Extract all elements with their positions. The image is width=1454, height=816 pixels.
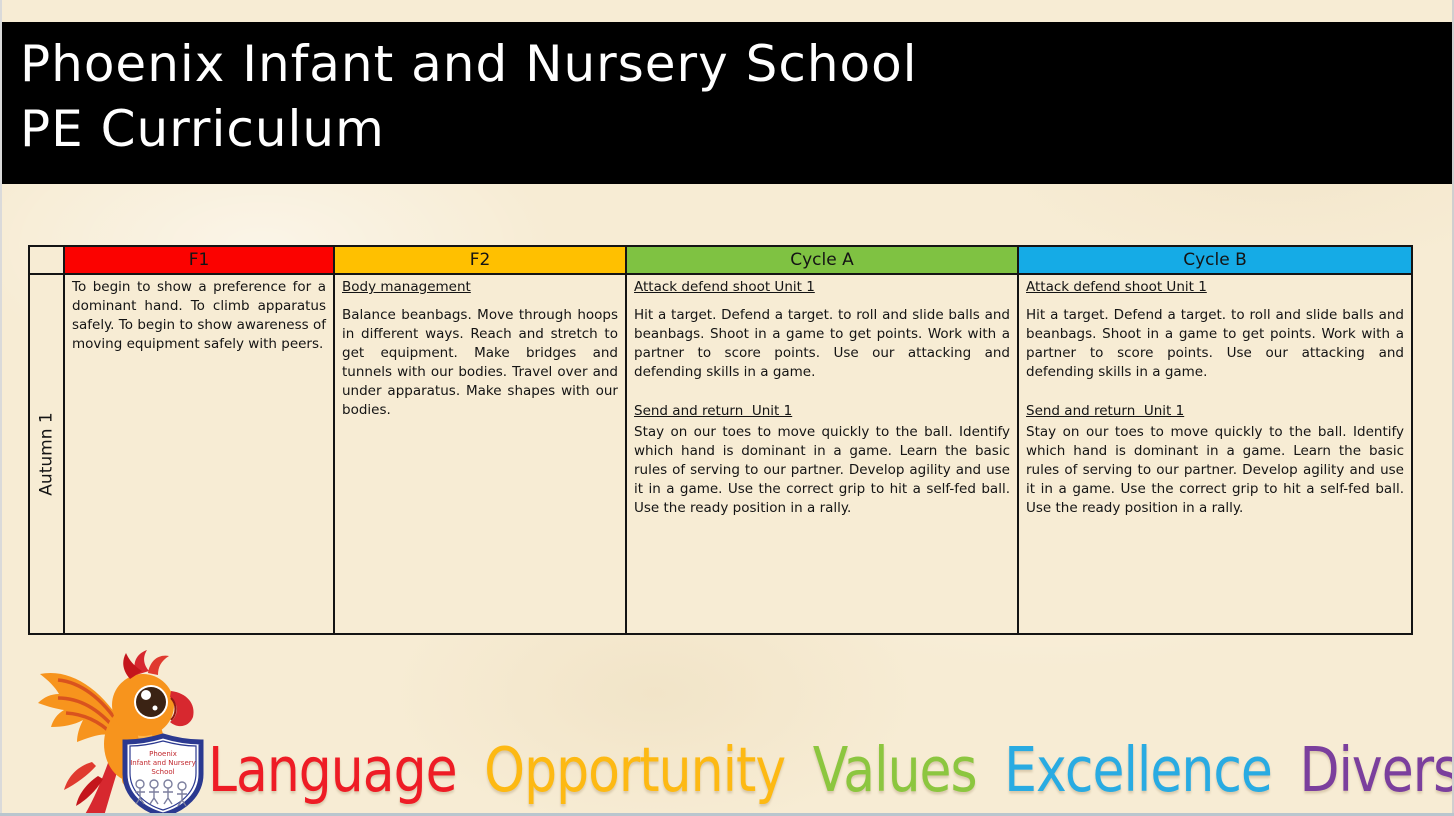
column-header-f1: F1 [65, 247, 333, 273]
phoenix-beak-line [170, 697, 177, 721]
shield-school-name-line3: School [151, 768, 174, 776]
slide-edge-right [1452, 0, 1454, 816]
shield-children-figures [135, 779, 187, 807]
school-motto: Language Opportunity Values Excellence D… [208, 732, 1454, 810]
motto-word-language: Language [208, 735, 458, 807]
cycle-a-unit2-heading: Send and return Unit 1 [634, 403, 793, 419]
phoenix-eye-highlight [152, 705, 158, 711]
cycle-b-unit1-heading: Attack defend shoot Unit 1 [1026, 279, 1207, 295]
f2-unit-heading: Body management [342, 279, 471, 295]
motto-word-diversity: Diversity [1299, 735, 1454, 807]
slide-edge-left [0, 0, 2, 816]
f1-body: To begin to show a preference for a domi… [72, 279, 326, 352]
motto-word-excellence: Excellence [1004, 735, 1273, 807]
motto-word-values: Values [812, 735, 978, 807]
cell-cycle-b: Attack defend shoot Unit 1 Hit a target.… [1019, 275, 1411, 633]
column-header-cycle-b: Cycle B [1019, 247, 1411, 273]
phoenix-crest [148, 655, 169, 675]
cell-f1: To begin to show a preference for a domi… [65, 275, 333, 633]
phoenix-wing [38, 672, 126, 742]
column-header-cycle-a: Cycle A [627, 247, 1017, 273]
slide-edge-bottom [0, 813, 1454, 816]
row-label-text: Autumn 1 [36, 412, 57, 496]
motto-word-opportunity: Opportunity [484, 735, 786, 807]
cycle-b-unit2-heading: Send and return Unit 1 [1026, 403, 1185, 419]
cycle-a-unit2-body: Stay on our toes to move quickly to the … [634, 424, 1010, 516]
page-subtitle: PE Curriculum [20, 100, 385, 158]
phoenix-logo: Phoenix Infant and Nursery School [38, 650, 204, 816]
cycle-b-unit2-body: Stay on our toes to move quickly to the … [1026, 424, 1404, 516]
school-shield: Phoenix Infant and Nursery School [122, 733, 204, 816]
shield-school-name-line2: Infant and Nursery [130, 759, 196, 767]
phoenix-crest [123, 653, 142, 679]
phoenix-tail-curl [76, 776, 103, 806]
column-header-f2: F2 [335, 247, 625, 273]
phoenix-beak [170, 691, 194, 727]
phoenix-eye-pupil [136, 687, 166, 717]
cycle-a-unit1-body: Hit a target. Defend a target. to roll a… [634, 307, 1010, 380]
page-title: Phoenix Infant and Nursery School [20, 35, 918, 93]
phoenix-eye-highlight [141, 690, 151, 700]
title-banner: Phoenix Infant and Nursery School PE Cur… [0, 22, 1454, 184]
row-label-autumn-1: Autumn 1 [30, 275, 63, 633]
curriculum-table: F1 F2 Cycle A Cycle B Autumn 1 To begin … [28, 245, 1413, 635]
cell-cycle-a: Attack defend shoot Unit 1 Hit a target.… [627, 275, 1017, 633]
cycle-a-unit1-heading: Attack defend shoot Unit 1 [634, 279, 815, 295]
f2-body: Balance beanbags. Move through hoops in … [342, 307, 618, 418]
cycle-b-unit1-body: Hit a target. Defend a target. to roll a… [1026, 307, 1404, 380]
corner-cell [30, 247, 63, 273]
shield-school-name-line1: Phoenix [149, 750, 177, 758]
cell-f2: Body management Balance beanbags. Move t… [335, 275, 625, 633]
phoenix-tail-curl [64, 762, 96, 790]
